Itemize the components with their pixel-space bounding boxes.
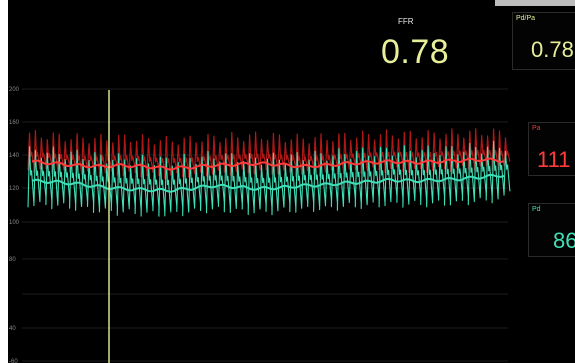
pdpa-label: Pd/Pa bbox=[516, 15, 536, 22]
y-tick-label: 140 bbox=[9, 153, 20, 159]
pa-pulsatile-series bbox=[27, 128, 511, 180]
pd-mean-series bbox=[31, 173, 505, 193]
pdpa-panel: Pd/Pa 0.78 bbox=[512, 12, 575, 70]
pa-mean-series bbox=[31, 157, 505, 171]
pd-label: Pd bbox=[532, 206, 541, 213]
y-tick-label: 120 bbox=[9, 186, 20, 192]
pa-panel: Pa 111 bbox=[528, 122, 575, 176]
ffr-value: 0.78 bbox=[381, 33, 450, 71]
pd-value: 86 bbox=[553, 228, 575, 253]
y-tick-label: 160 bbox=[9, 120, 20, 126]
left-edge bbox=[0, 0, 8, 363]
top-right-edge bbox=[495, 0, 575, 6]
pa-value: 111 bbox=[537, 147, 571, 172]
ffr-label: FFR bbox=[398, 17, 414, 26]
pressure-waveform-chart: 200 160 140 120 100 80 40 -60 bbox=[9, 87, 511, 363]
pa-label: Pa bbox=[532, 125, 541, 132]
pdpa-value: 0.78 bbox=[531, 37, 574, 62]
y-tick-label: 200 bbox=[9, 87, 20, 93]
pd-panel: Pd 86 bbox=[528, 203, 575, 257]
y-tick-label: 100 bbox=[9, 220, 20, 226]
y-tick-label: 80 bbox=[9, 257, 16, 263]
y-tick-label: 40 bbox=[9, 326, 16, 332]
y-tick-label: -60 bbox=[9, 359, 18, 363]
